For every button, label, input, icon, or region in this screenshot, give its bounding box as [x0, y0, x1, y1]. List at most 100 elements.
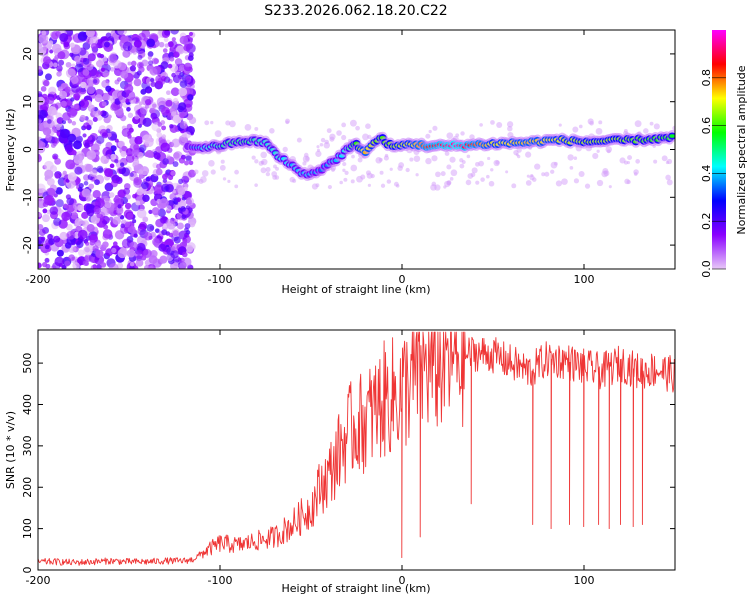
faint-blob	[425, 133, 431, 139]
colorbar: 0.0 0.2 0.4 0.6 0.8 Normalized spectral ampl…	[700, 30, 748, 278]
noise-blob	[165, 90, 171, 96]
faint-blob	[282, 146, 288, 153]
faint-blob	[398, 162, 405, 169]
noise-blob	[161, 125, 167, 131]
noise-blob	[82, 260, 89, 266]
noise-blob	[89, 68, 99, 79]
faint-blob	[598, 120, 603, 125]
noise-blob	[81, 211, 89, 219]
colorbar-gradient	[712, 30, 726, 269]
noise-blob	[80, 99, 89, 109]
noise-blob	[38, 229, 46, 237]
noise-blob	[134, 114, 140, 120]
noise-blob	[95, 249, 104, 259]
noise-blob	[101, 132, 108, 139]
noise-blob	[189, 221, 196, 228]
faint-blob	[475, 180, 480, 185]
noise-blob	[146, 223, 155, 232]
noise-blob	[153, 58, 160, 64]
faint-blob	[305, 156, 310, 161]
noise-blob	[104, 168, 114, 178]
faint-blob	[260, 167, 267, 174]
noise-blob	[179, 120, 188, 129]
noise-blob	[181, 240, 188, 247]
faint-blob	[324, 139, 329, 145]
y-tick-label: 0	[21, 146, 34, 153]
faint-blob	[303, 152, 309, 158]
noise-blob	[160, 75, 167, 82]
faint-blob	[605, 146, 613, 153]
noise-blob	[63, 139, 69, 144]
noise-blob	[56, 71, 62, 77]
noise-blob	[84, 255, 89, 261]
y-tick-label: -10	[21, 188, 34, 206]
faint-blob	[558, 123, 562, 127]
faint-blob	[425, 157, 432, 165]
x-tick-label: 100	[574, 273, 595, 286]
noise-blob	[65, 159, 76, 170]
noise-blob	[133, 178, 143, 188]
noise-blob	[179, 262, 187, 269]
noise-blob	[148, 255, 158, 265]
noise-blob	[164, 30, 171, 36]
noise-blob	[169, 124, 174, 129]
x-tick-label: 0	[399, 273, 406, 286]
noise-blob	[62, 112, 71, 121]
noise-blob	[178, 87, 188, 97]
noise-blob	[174, 58, 183, 66]
noise-blob	[92, 245, 99, 252]
snr-series-line	[38, 331, 675, 566]
noise-blob	[97, 167, 104, 174]
noise-blob	[165, 99, 173, 107]
noise-blob	[108, 95, 114, 101]
noise-blob	[170, 170, 176, 176]
faint-blob	[496, 121, 503, 128]
noise-blob	[114, 194, 119, 200]
noise-blob	[51, 109, 58, 116]
noise-blob	[42, 46, 47, 51]
noise-blob	[73, 154, 83, 164]
noise-blob	[85, 30, 95, 38]
noise-blob	[137, 169, 144, 175]
spectrogram-marks	[38, 30, 675, 269]
faint-blob	[319, 142, 324, 147]
noise-blob	[185, 76, 191, 82]
faint-blob	[431, 155, 438, 162]
noise-blob	[148, 235, 153, 240]
faint-blob	[356, 175, 363, 183]
noise-blob	[55, 187, 63, 195]
noise-blob	[45, 134, 52, 142]
noise-blob	[66, 100, 73, 106]
faint-blob	[550, 161, 558, 169]
noise-blob	[134, 249, 144, 259]
faint-blob	[511, 183, 517, 189]
noise-blob	[159, 215, 168, 224]
noise-blob	[185, 197, 195, 206]
faint-blob	[595, 127, 603, 135]
noise-blob	[82, 133, 87, 138]
noise-blob	[38, 96, 45, 106]
x-tick-label: -200	[26, 574, 51, 587]
noise-blob	[129, 261, 135, 267]
noise-blob	[172, 230, 179, 237]
snr-panel: -200 -100 0 100 0 100 200 300 400 500 Height of …	[4, 329, 676, 595]
noise-blob	[58, 90, 68, 99]
noise-blob	[65, 223, 73, 231]
faint-blob	[204, 120, 210, 126]
faint-blob	[471, 167, 478, 174]
faint-blob	[515, 153, 519, 157]
faint-blob	[643, 128, 649, 134]
faint-blob	[366, 172, 373, 179]
faint-blob	[665, 174, 671, 181]
faint-blob	[432, 125, 438, 131]
noise-blob	[124, 202, 132, 210]
noise-blob	[67, 133, 77, 143]
noise-blob	[102, 146, 113, 157]
noise-blob	[67, 172, 77, 182]
noise-blob	[68, 254, 75, 261]
noise-blob	[86, 209, 95, 217]
noise-blob	[98, 197, 105, 203]
noise-blob	[123, 187, 131, 195]
faint-blob	[323, 142, 331, 149]
faint-blob	[459, 163, 465, 169]
